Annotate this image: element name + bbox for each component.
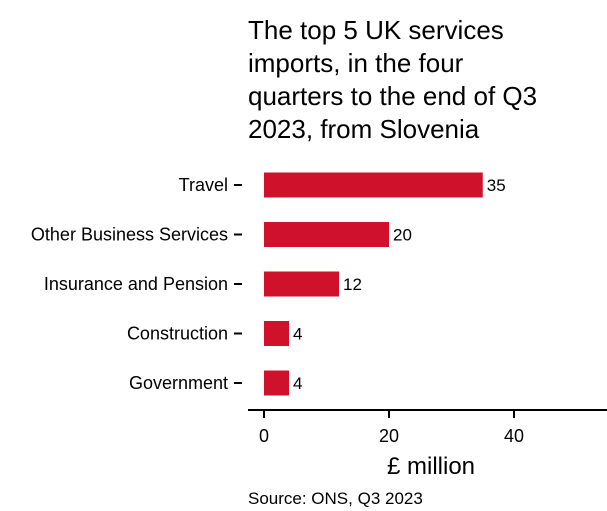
plot-area: Travel 35 Other Business Services 20 Insuran…	[31, 172, 607, 446]
x-tick-label: 0	[259, 426, 269, 446]
chart-title-line-3: quarters to the end of Q3	[248, 81, 537, 111]
category-label: Insurance and Pension	[44, 274, 228, 294]
bar	[264, 370, 289, 396]
bar	[264, 321, 289, 346]
data-label: 12	[343, 275, 362, 294]
x-tick-label: 40	[504, 426, 524, 446]
data-label: 4	[293, 325, 302, 344]
bar	[264, 271, 339, 297]
x-tick-label: 20	[379, 426, 399, 446]
source-note: Source: ONS, Q3 2023	[248, 489, 423, 508]
category-label: Other Business Services	[31, 225, 228, 245]
chart-title-line-2: imports, in the four	[248, 48, 464, 78]
chart-title: The top 5 UK services imports, in the fo…	[248, 15, 537, 144]
category-label: Government	[129, 373, 228, 393]
data-label: 4	[293, 374, 302, 393]
data-label: 20	[393, 226, 412, 245]
x-axis-title: £ million	[387, 453, 475, 480]
category-label: Construction	[127, 324, 228, 344]
chart-title-line-1: The top 5 UK services	[248, 15, 504, 45]
bar	[264, 222, 389, 247]
data-label: 35	[487, 176, 506, 195]
category-label: Travel	[179, 175, 228, 195]
bar	[264, 172, 483, 198]
chart-title-line-4: 2023, from Slovenia	[248, 114, 480, 144]
